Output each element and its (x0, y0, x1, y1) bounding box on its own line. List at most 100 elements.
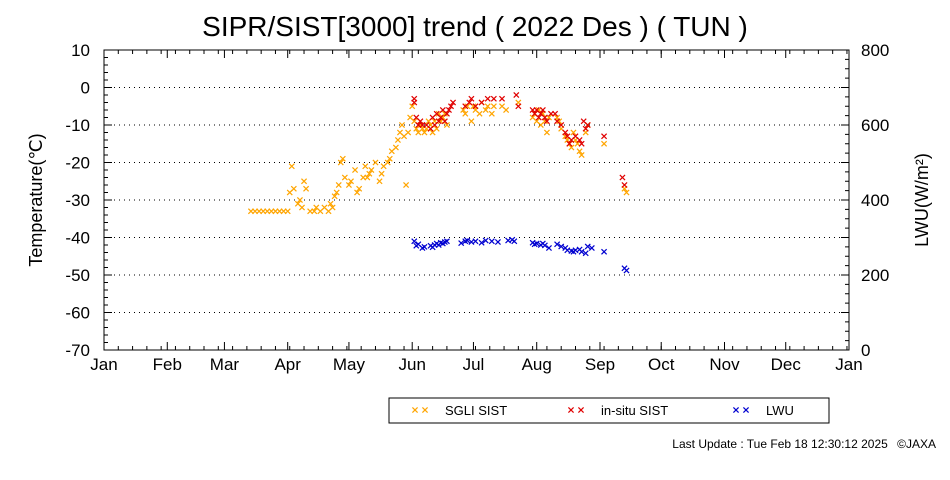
data-point (392, 144, 399, 151)
data-point (347, 178, 354, 185)
data-point (303, 185, 310, 192)
legend-marker (411, 406, 419, 414)
x-tick-label: Jul (463, 355, 485, 374)
data-point (578, 248, 585, 255)
data-point (513, 91, 520, 99)
y-tick-label: -20 (65, 154, 90, 173)
data-point (490, 95, 497, 102)
data-point (372, 159, 379, 166)
y-axis-label: Temperature(℃) (26, 133, 46, 266)
legend-box (388, 397, 830, 424)
data-point (623, 189, 630, 196)
y-axis-tick-labels: 10 0 -10 -20 -30 -40 -50 -60 -70 (65, 41, 90, 360)
data-point (468, 95, 475, 102)
data-point (378, 170, 385, 177)
data-point (466, 99, 473, 106)
y2-axis-tick-labels: 0 200 400 600 800 (861, 41, 889, 360)
plot-frame (103, 49, 850, 351)
data-point (543, 118, 550, 125)
data-point (417, 118, 424, 125)
data-point (362, 163, 369, 170)
data-point (445, 106, 452, 114)
y-tick-label: -60 (65, 304, 90, 323)
data-point (539, 106, 546, 114)
data-point (558, 243, 565, 250)
x-tick-label: Aug (522, 355, 552, 374)
data-point (290, 185, 297, 192)
data-point (284, 208, 291, 215)
data-point (511, 238, 518, 245)
data-point (403, 181, 410, 189)
data-point (601, 133, 608, 140)
data-point (368, 166, 375, 174)
data-point (356, 185, 363, 192)
chart-title: SIPR/SIST[3000] trend ( 2022 Des ) ( TUN… (202, 11, 748, 42)
data-point (464, 237, 471, 244)
y-tick-label: -50 (65, 266, 90, 285)
x-tick-label: Dec (771, 355, 802, 374)
y2-tick-label: 0 (861, 341, 870, 360)
grid-lines (104, 87, 849, 313)
legend-marker (421, 406, 429, 414)
footer: Last Update : Tue Feb 18 12:30:12 2025 ©… (672, 437, 936, 451)
data-point (582, 125, 589, 132)
data-point (441, 118, 448, 125)
y2-tick-label: 600 (861, 116, 889, 135)
data-point (443, 121, 450, 129)
data-point (339, 155, 346, 162)
data-point (433, 125, 440, 132)
data-point (411, 95, 418, 102)
data-point (443, 238, 450, 245)
data-point (331, 193, 338, 200)
legend-marker (732, 406, 740, 414)
data-point (619, 174, 626, 181)
x-tick-label: Jun (398, 355, 425, 374)
data-point (478, 99, 485, 106)
data-point (472, 103, 479, 110)
data-point (545, 244, 552, 252)
data-point (366, 170, 373, 177)
x-tick-label: Sep (585, 355, 615, 374)
data-point (558, 121, 565, 129)
data-point (352, 166, 359, 174)
data-point (335, 181, 342, 189)
credit-text: ©JAXA (897, 437, 936, 451)
data-point (345, 181, 352, 189)
data-point (584, 121, 591, 129)
data-point (541, 242, 548, 249)
data-point (552, 110, 559, 117)
y-tick-label: -30 (65, 191, 90, 210)
data-point (409, 103, 416, 110)
data-point (556, 118, 563, 125)
x-tick-label: Jan (90, 355, 117, 374)
x-tick-label: Oct (648, 355, 675, 374)
data-point (562, 129, 569, 136)
data-point (543, 129, 550, 136)
data-point (490, 103, 497, 110)
data-point (541, 114, 548, 121)
legend-marker (742, 406, 750, 414)
data-point (488, 238, 495, 245)
data-point (329, 204, 336, 211)
data-point (515, 103, 522, 110)
data-point (488, 110, 495, 117)
trend-chart: SIPR/SIST[3000] trend ( 2022 Des ) ( TUN… (26, 11, 932, 424)
data-point (484, 103, 491, 110)
legend-marker (577, 406, 585, 414)
data-point (582, 250, 589, 257)
x-tick-label: May (333, 355, 366, 374)
y-tick-label: 0 (81, 79, 90, 98)
y-tick-label: 10 (71, 41, 90, 60)
x-tick-label: Jan (835, 355, 862, 374)
data-point (298, 204, 306, 211)
data-point (503, 106, 510, 114)
data-point (296, 196, 303, 204)
data-point (476, 110, 483, 117)
legend-marker (567, 406, 575, 414)
data-point (364, 174, 371, 181)
data-point (588, 244, 595, 252)
data-point (327, 200, 334, 207)
data-point (435, 118, 442, 125)
y2-tick-label: 200 (861, 266, 889, 285)
data-point (576, 136, 583, 144)
